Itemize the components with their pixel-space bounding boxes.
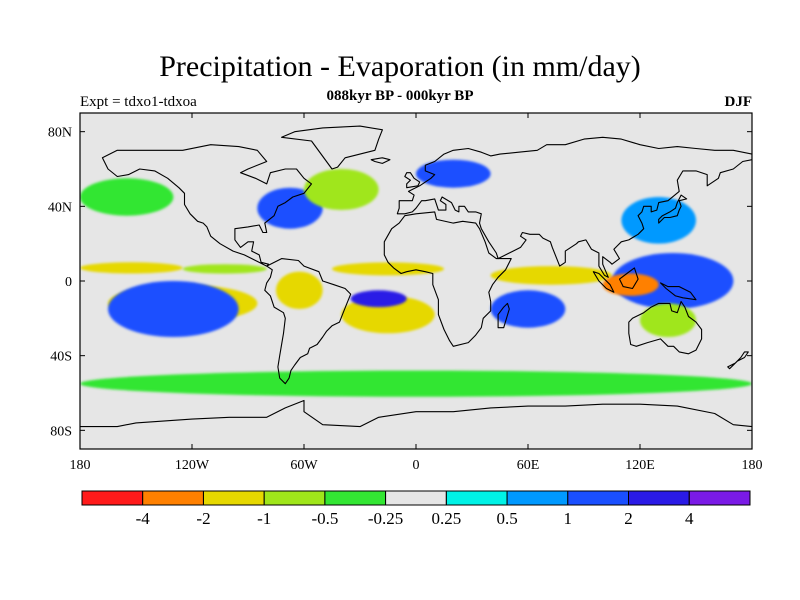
coastline-madagascar bbox=[497, 302, 510, 329]
field-region-tropical-band-west-pacific bbox=[80, 262, 183, 274]
field-region-north-atlantic-wet bbox=[257, 187, 323, 229]
field-region-tropical-band-east-pacific bbox=[182, 264, 267, 274]
coastline-new-zealand bbox=[727, 351, 749, 370]
chart-subtitle: 088kyr BP - 000kyr BP bbox=[326, 88, 474, 104]
coastline-layer bbox=[80, 125, 752, 428]
coastline-borneo bbox=[618, 267, 639, 290]
coastline-sumatra bbox=[592, 271, 615, 293]
y-tick-label: 0 bbox=[65, 275, 72, 290]
coastline-greenland bbox=[281, 125, 383, 170]
y-tick-label: 40S bbox=[50, 350, 72, 365]
experiment-label: Expt = tdxo1-tdxoa bbox=[80, 94, 197, 110]
coastline-australia bbox=[628, 300, 703, 355]
y-tick-label: 80N bbox=[48, 126, 72, 141]
x-tick-label: 120W bbox=[175, 458, 210, 473]
x-tick-label: 60E bbox=[517, 458, 540, 473]
coastline-antarctica bbox=[80, 399, 752, 428]
field-region-europe-wet bbox=[416, 159, 491, 188]
field-region-amazon-dry bbox=[276, 271, 323, 309]
field-region-tropical-band-indian-ocean bbox=[490, 266, 612, 285]
coastline-north-america bbox=[101, 144, 313, 267]
coastline-eurasia bbox=[396, 136, 752, 278]
coastline-iceland bbox=[370, 157, 391, 164]
field-region-south-pacific-wet-ring bbox=[108, 281, 239, 337]
field-region-south-atlantic-wet-center bbox=[350, 290, 407, 308]
axis-ticks: 80N 40N 0 40S 80S 180 120W 60W 0 60E 120E 180 bbox=[48, 113, 763, 473]
field-region-australia-dry bbox=[640, 303, 696, 338]
field-region-north-pacific-dry bbox=[80, 178, 174, 216]
chart-title: Precipitation - Evaporation (in mm/day) bbox=[159, 50, 641, 83]
field-region-tropical-band-atlantic bbox=[332, 262, 444, 276]
field-region-north-atlantic-dry bbox=[304, 169, 379, 210]
coastline-uk bbox=[404, 172, 421, 189]
x-tick-label: 60W bbox=[290, 458, 318, 473]
field-region-maritime-continent-dry-core bbox=[602, 273, 659, 296]
y-tick-label: 40N bbox=[48, 200, 72, 215]
x-tick-label: 180 bbox=[70, 458, 91, 473]
y-tick-label: 80S bbox=[50, 424, 72, 439]
field-region-southern-ocean-dry-band bbox=[80, 370, 752, 397]
coastline-africa bbox=[383, 211, 512, 347]
coastline-south-america bbox=[264, 258, 352, 385]
x-tick-label: 120E bbox=[625, 458, 655, 473]
x-tick-label: 0 bbox=[413, 458, 420, 473]
field-region-maritime-continent-wet bbox=[612, 253, 734, 309]
coastline-japan bbox=[658, 194, 688, 224]
field-region-madagascar-region-wet bbox=[490, 290, 566, 328]
coastline-new-guinea bbox=[659, 282, 697, 301]
season-label: DJF bbox=[724, 94, 753, 110]
x-tick-label: 180 bbox=[742, 458, 763, 473]
field-layer bbox=[80, 159, 752, 397]
